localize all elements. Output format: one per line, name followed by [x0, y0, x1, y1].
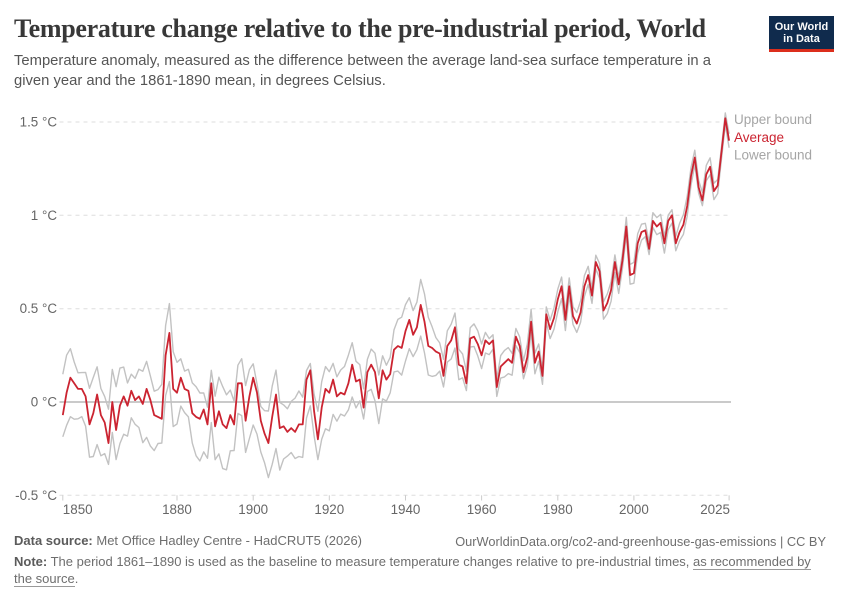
svg-text:1850: 1850	[63, 502, 93, 517]
svg-text:2000: 2000	[619, 502, 649, 517]
svg-text:0 °C: 0 °C	[31, 395, 58, 410]
svg-text:1 °C: 1 °C	[31, 208, 58, 223]
svg-text:1900: 1900	[238, 502, 268, 517]
svg-text:2025: 2025	[700, 502, 730, 517]
svg-text:1880: 1880	[162, 502, 192, 517]
svg-text:1940: 1940	[391, 502, 421, 517]
svg-text:Lower bound: Lower bound	[734, 148, 812, 163]
svg-text:-0.5 °C: -0.5 °C	[15, 488, 57, 503]
svg-text:1920: 1920	[314, 502, 344, 517]
svg-text:0.5 °C: 0.5 °C	[20, 301, 58, 316]
svg-text:1960: 1960	[467, 502, 497, 517]
svg-text:Upper bound: Upper bound	[734, 112, 812, 127]
svg-text:Average: Average	[734, 130, 784, 145]
svg-text:1.5 °C: 1.5 °C	[20, 115, 58, 130]
svg-text:1980: 1980	[543, 502, 573, 517]
